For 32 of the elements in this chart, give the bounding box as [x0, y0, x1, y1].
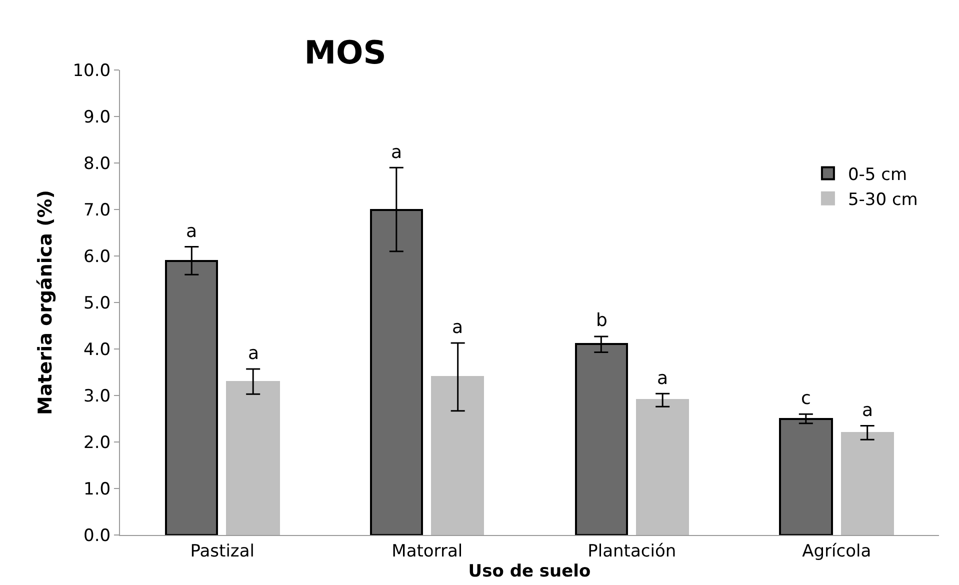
chart-title: MOS	[304, 33, 386, 72]
data-label: a	[391, 142, 402, 163]
data-label: a	[248, 343, 260, 364]
x-tick-label: Pastizal	[190, 541, 254, 562]
data-label: a	[452, 317, 464, 338]
y-tick-label: 8.0	[84, 154, 111, 174]
data-label: a	[862, 400, 874, 421]
x-axis-title: Uso de suelo	[468, 561, 591, 582]
y-tick-label: 5.0	[84, 293, 111, 314]
y-tick-label: 1.0	[84, 479, 111, 500]
bar	[431, 376, 484, 535]
data-label: a	[657, 368, 668, 389]
y-tick-label: 9.0	[84, 107, 111, 128]
bar	[226, 381, 280, 535]
data-label: a	[186, 221, 198, 242]
legend-label: 5-30 cm	[848, 190, 918, 210]
bar	[841, 432, 894, 535]
legend-label: 0-5 cm	[848, 164, 908, 185]
y-tick-label: 2.0	[84, 432, 111, 453]
y-tick-label: 6.0	[84, 246, 111, 267]
y-axis-title: Materia orgánica (%)	[34, 190, 57, 416]
x-tick-label: Matorral	[392, 541, 463, 562]
y-tick-label: 7.0	[84, 200, 111, 220]
data-label: b	[596, 310, 608, 331]
y-tick-label: 3.0	[84, 386, 111, 406]
x-tick-label: Agrícola	[802, 541, 872, 562]
y-tick-label: 10.0	[72, 60, 111, 81]
data-label: c	[801, 388, 811, 409]
y-tick-label: 4.0	[84, 340, 111, 360]
y-tick-label: 0.0	[84, 526, 111, 546]
x-tick-label: Plantación	[588, 541, 676, 562]
bar	[636, 399, 689, 535]
